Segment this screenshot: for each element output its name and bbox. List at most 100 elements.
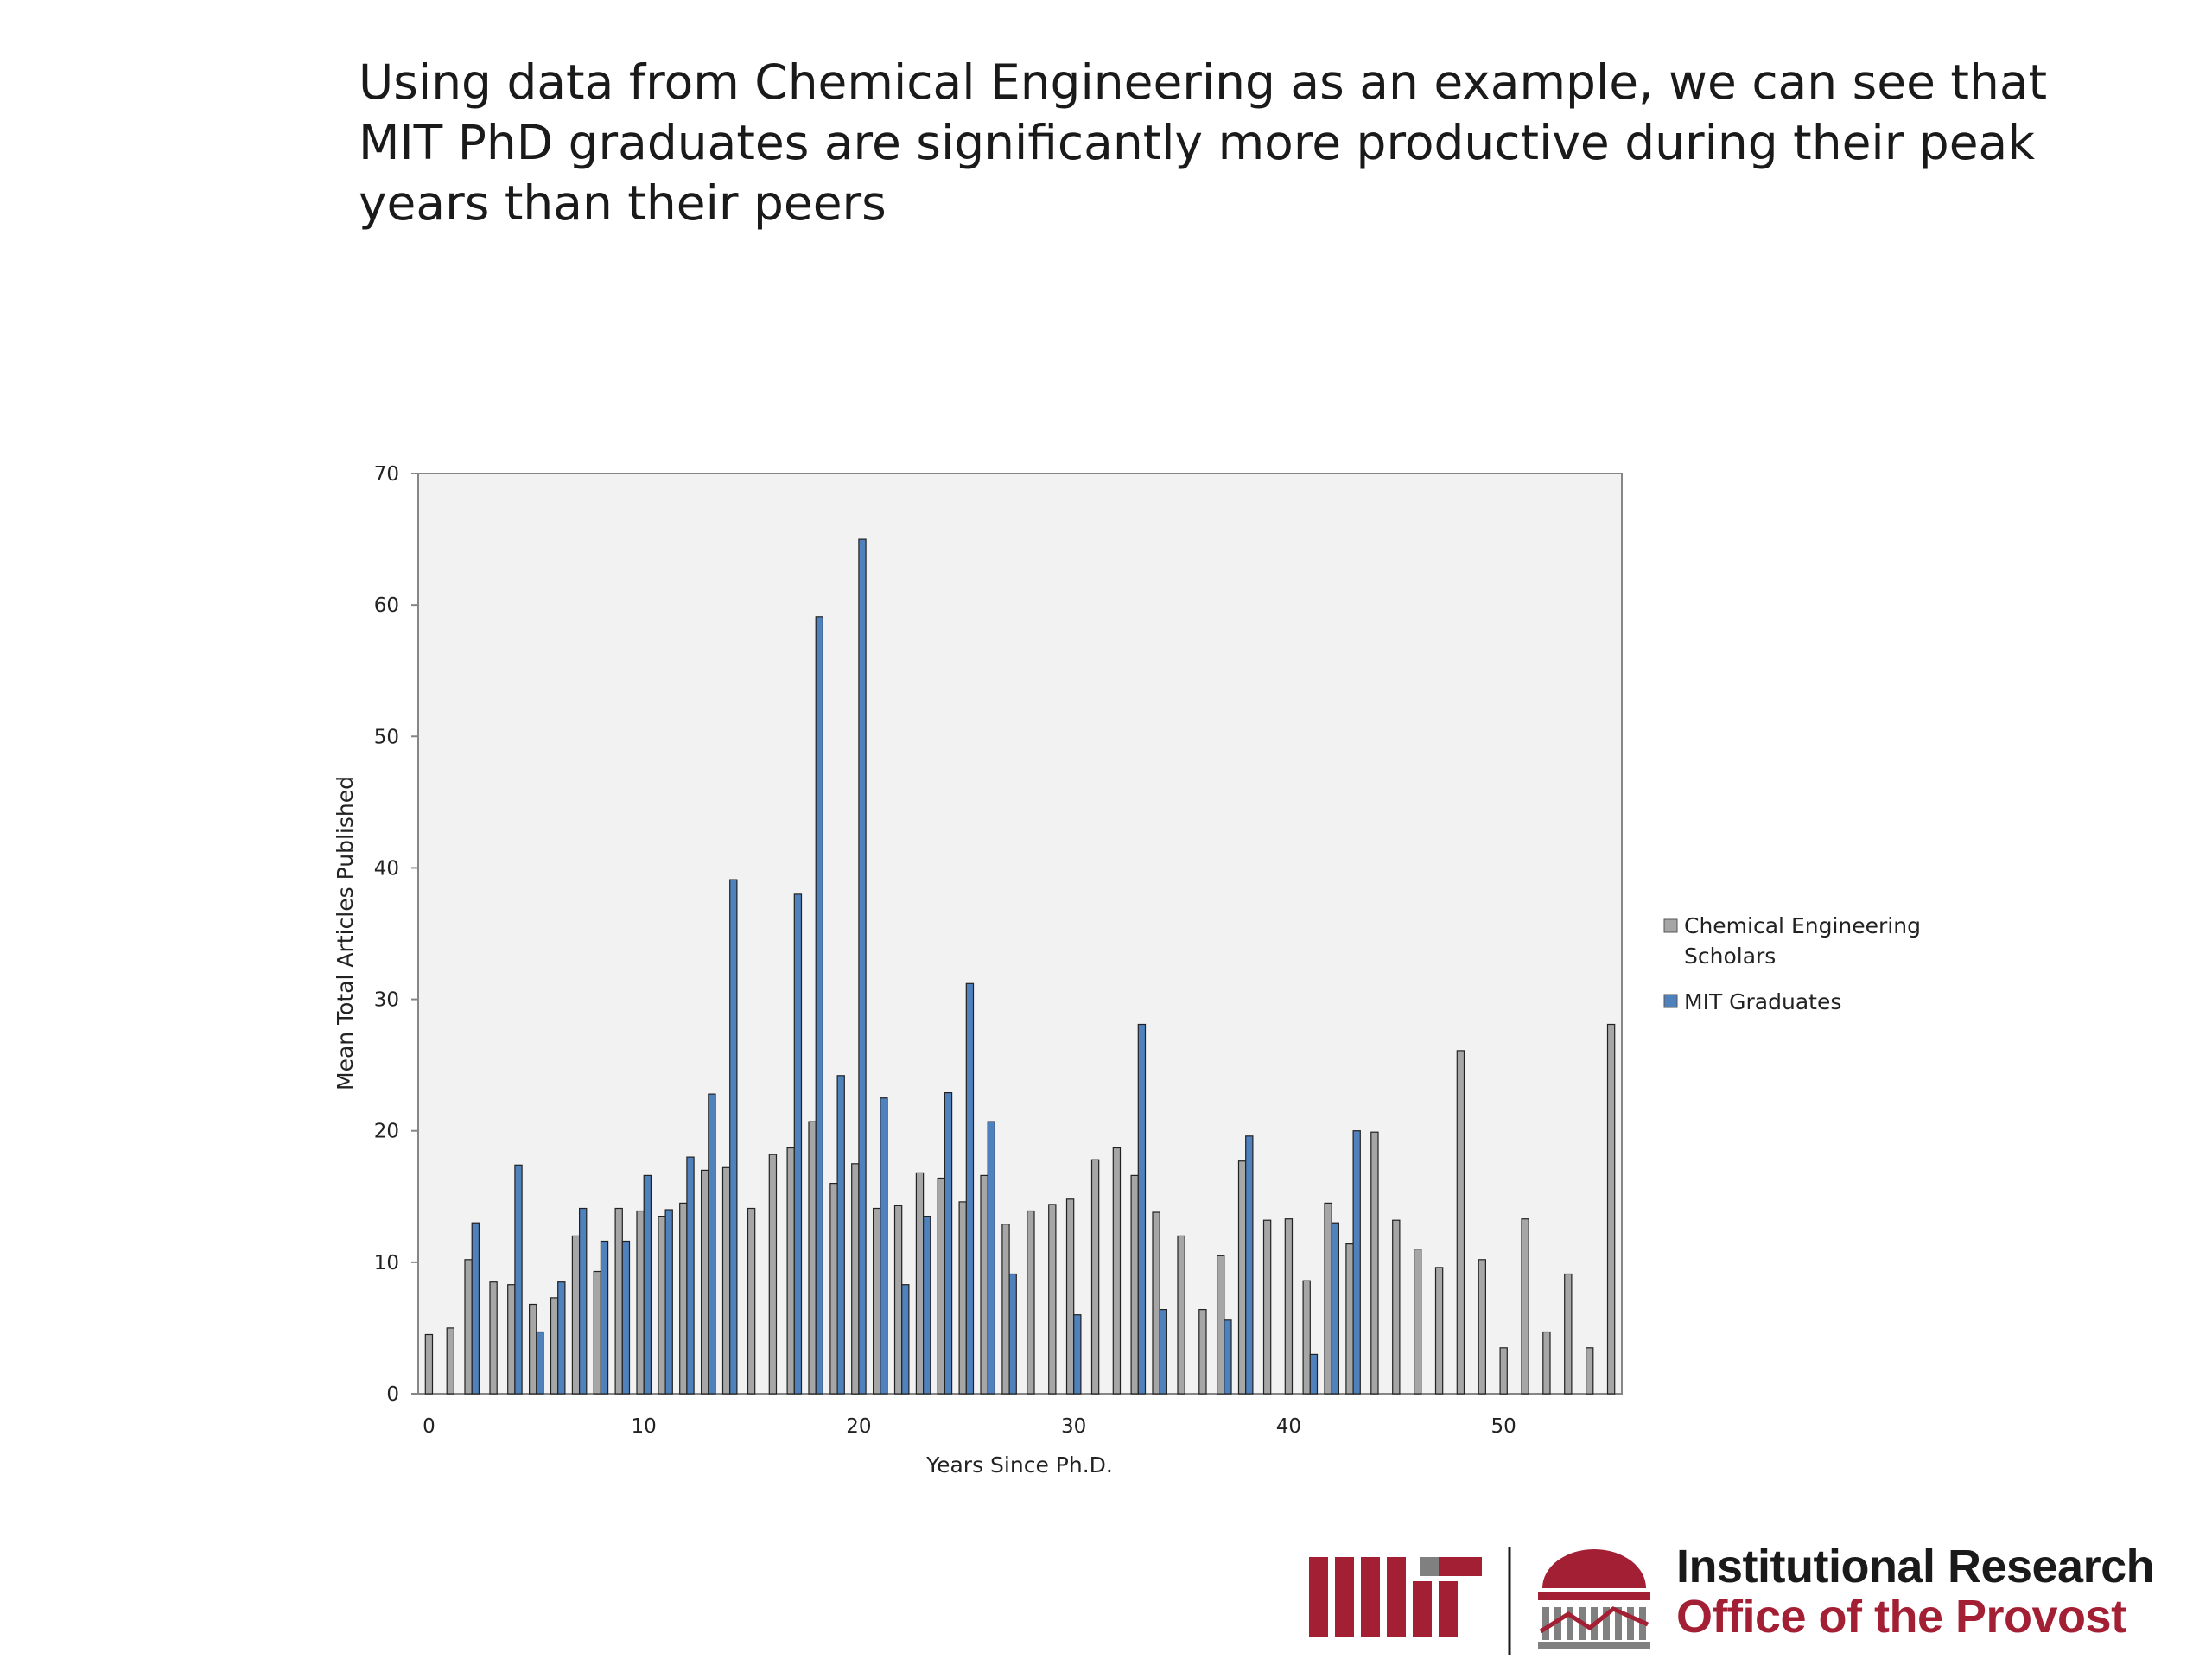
y-tick-label: 70 bbox=[374, 463, 399, 486]
bar-chemeng-9 bbox=[614, 1207, 623, 1395]
bar-chemeng-15 bbox=[747, 1207, 756, 1395]
bar-chemeng-43 bbox=[1345, 1243, 1354, 1395]
bar-mit-22 bbox=[901, 1284, 910, 1395]
bar-mit-19 bbox=[836, 1075, 845, 1395]
bar-chemeng-19 bbox=[830, 1182, 838, 1395]
bar-chemeng-21 bbox=[872, 1207, 881, 1395]
bar-mit-12 bbox=[686, 1156, 695, 1395]
office-of-provost-subtitle: Office of the Provost bbox=[1676, 1591, 2126, 1643]
bar-mit-7 bbox=[578, 1207, 588, 1395]
bar-mit-5 bbox=[536, 1331, 544, 1395]
bar-chemeng-0 bbox=[424, 1333, 434, 1395]
bar-chemeng-35 bbox=[1177, 1235, 1185, 1395]
bar-mit-38 bbox=[1245, 1135, 1254, 1395]
bar-mit-27 bbox=[1008, 1273, 1017, 1395]
bar-chemeng-20 bbox=[851, 1163, 860, 1395]
bar-chemeng-33 bbox=[1130, 1174, 1139, 1395]
y-tick-label: 0 bbox=[386, 1383, 399, 1406]
x-tick-label: 40 bbox=[1276, 1415, 1301, 1438]
bar-mit-11 bbox=[664, 1209, 673, 1395]
bar-chemeng-55 bbox=[1606, 1023, 1616, 1395]
bar-chemeng-39 bbox=[1262, 1219, 1272, 1395]
bar-mit-42 bbox=[1331, 1222, 1339, 1395]
bar-mit-43 bbox=[1352, 1130, 1361, 1395]
y-tick-label: 10 bbox=[374, 1252, 399, 1274]
bar-chemeng-25 bbox=[958, 1201, 967, 1395]
bar-chemeng-8 bbox=[593, 1270, 602, 1395]
bar-chemeng-34 bbox=[1152, 1211, 1160, 1395]
x-tick-label: 0 bbox=[423, 1415, 435, 1438]
bar-chemeng-7 bbox=[571, 1235, 581, 1395]
bar-chart: 0 10 20 30 40 50 60 70 0 10 20 30 40 50 Mean Total A… bbox=[333, 463, 1921, 1478]
bar-mit-24 bbox=[944, 1091, 953, 1395]
bar-chemeng-16 bbox=[768, 1154, 778, 1395]
bar-chemeng-36 bbox=[1198, 1308, 1207, 1395]
bar-chemeng-13 bbox=[700, 1169, 709, 1395]
bar-chemeng-29 bbox=[1048, 1204, 1057, 1395]
bar-chemeng-31 bbox=[1090, 1159, 1100, 1395]
bar-mit-18 bbox=[815, 616, 824, 1395]
bar-mit-14 bbox=[729, 879, 738, 1395]
bar-chemeng-28 bbox=[1027, 1210, 1035, 1395]
plot-area bbox=[417, 473, 1623, 1395]
y-axis-label: Mean Total Articles Published bbox=[333, 776, 358, 1090]
y-tick-label: 40 bbox=[374, 857, 399, 880]
bar-mit-8 bbox=[600, 1240, 609, 1395]
y-axis-ticks: 0 10 20 30 40 50 60 70 bbox=[374, 463, 418, 1406]
dome-building-icon bbox=[1538, 1549, 1650, 1649]
bar-chemeng-18 bbox=[808, 1121, 817, 1395]
bar-mit-20 bbox=[858, 538, 867, 1395]
bar-chemeng-6 bbox=[550, 1297, 559, 1395]
x-tick-label: 20 bbox=[846, 1415, 871, 1438]
bar-chemeng-49 bbox=[1478, 1259, 1486, 1395]
bar-chemeng-26 bbox=[980, 1174, 988, 1395]
bar-chemeng-3 bbox=[489, 1281, 498, 1395]
bar-chemeng-23 bbox=[915, 1172, 925, 1395]
x-axis-label: Years Since Ph.D. bbox=[925, 1452, 1113, 1478]
legend-swatch-blue bbox=[1663, 994, 1678, 1008]
legend: Chemical Engineering Scholars MIT Gradua… bbox=[1663, 913, 1921, 1014]
bar-chemeng-14 bbox=[721, 1166, 731, 1395]
bar-mit-41 bbox=[1309, 1353, 1319, 1395]
bar-chemeng-30 bbox=[1065, 1198, 1075, 1395]
bar-chemeng-50 bbox=[1499, 1347, 1508, 1395]
bar-chemeng-45 bbox=[1392, 1219, 1401, 1395]
bar-mit-4 bbox=[514, 1164, 523, 1395]
bar-chemeng-24 bbox=[937, 1177, 945, 1395]
bar-mit-13 bbox=[708, 1093, 716, 1395]
bar-chemeng-48 bbox=[1456, 1050, 1465, 1395]
bar-chemeng-10 bbox=[636, 1210, 645, 1395]
bar-mit-10 bbox=[643, 1174, 652, 1395]
bar-chemeng-2 bbox=[464, 1259, 473, 1395]
legend-swatch-gray bbox=[1663, 918, 1678, 933]
bar-chemeng-47 bbox=[1434, 1267, 1444, 1395]
bar-mit-33 bbox=[1137, 1023, 1147, 1395]
bar-chemeng-41 bbox=[1302, 1280, 1311, 1395]
mit-logo bbox=[1309, 1547, 1650, 1655]
bar-chemeng-32 bbox=[1112, 1147, 1122, 1395]
bar-chemeng-4 bbox=[507, 1284, 516, 1395]
bar-mit-25 bbox=[965, 982, 975, 1395]
bar-mit-30 bbox=[1073, 1314, 1082, 1395]
bar-mit-23 bbox=[922, 1215, 931, 1395]
bar-mit-34 bbox=[1159, 1308, 1167, 1395]
bar-chemeng-44 bbox=[1370, 1131, 1379, 1395]
bar-chemeng-37 bbox=[1216, 1255, 1225, 1395]
x-tick-label: 10 bbox=[632, 1415, 657, 1438]
bar-mit-21 bbox=[880, 1097, 888, 1395]
x-tick-label: 50 bbox=[1491, 1415, 1516, 1438]
bar-chemeng-51 bbox=[1521, 1218, 1529, 1395]
bar-chemeng-38 bbox=[1237, 1160, 1247, 1395]
bar-chemeng-1 bbox=[446, 1327, 455, 1395]
bar-chemeng-40 bbox=[1284, 1218, 1294, 1395]
bar-mit-26 bbox=[987, 1121, 995, 1395]
bar-chemeng-42 bbox=[1324, 1202, 1332, 1395]
bar-chemeng-17 bbox=[786, 1147, 795, 1395]
bar-mit-9 bbox=[621, 1240, 631, 1395]
legend-label-mit: MIT Graduates bbox=[1684, 989, 1841, 1014]
bar-chemeng-27 bbox=[1001, 1224, 1010, 1395]
bar-chemeng-54 bbox=[1585, 1347, 1594, 1395]
bar-chemeng-53 bbox=[1564, 1273, 1573, 1395]
y-tick-label: 30 bbox=[374, 989, 399, 1012]
bar-chemeng-5 bbox=[528, 1303, 537, 1395]
